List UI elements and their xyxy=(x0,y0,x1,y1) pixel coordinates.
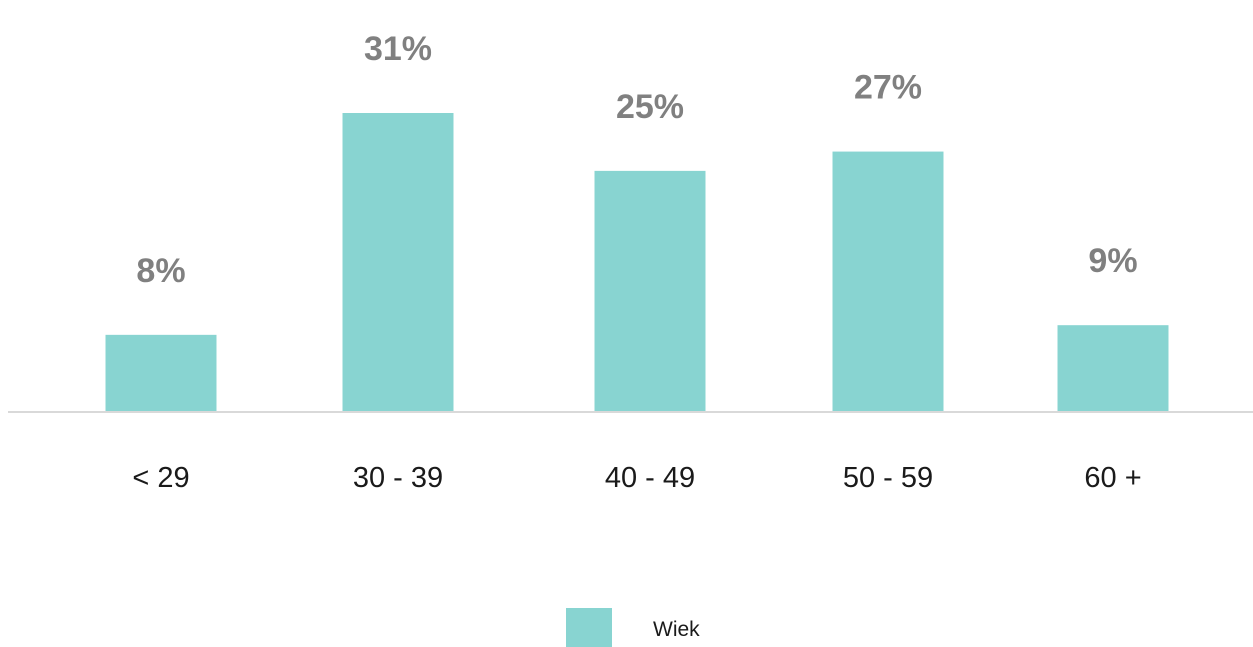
legend-swatch xyxy=(566,608,612,647)
value-label-1: 31% xyxy=(364,30,432,68)
bar-4 xyxy=(1057,325,1169,412)
value-label-2: 25% xyxy=(616,88,684,126)
value-label-3: 27% xyxy=(854,69,922,107)
value-label-0: 8% xyxy=(136,252,185,290)
value-labels-group: 8% 31% 25% 27% 9% xyxy=(136,30,1137,290)
bar-3 xyxy=(832,151,944,413)
x-tick-label-2: 40 - 49 xyxy=(605,462,695,494)
bar-0 xyxy=(105,334,217,412)
x-tick-label-4: 60 + xyxy=(1084,462,1141,494)
bar-1 xyxy=(342,113,454,412)
x-tick-label-3: 50 - 59 xyxy=(843,462,933,494)
x-tick-label-0: < 29 xyxy=(132,462,189,494)
bar-2 xyxy=(594,170,706,412)
legend: Wiek xyxy=(566,608,700,647)
x-tick-label-1: 30 - 39 xyxy=(353,462,443,494)
legend-label-wiek: Wiek xyxy=(653,618,700,641)
value-label-4: 9% xyxy=(1088,242,1137,280)
bars-group xyxy=(105,113,1169,413)
x-tick-labels-group: < 29 30 - 39 40 - 49 50 - 59 60 + xyxy=(132,462,1141,494)
